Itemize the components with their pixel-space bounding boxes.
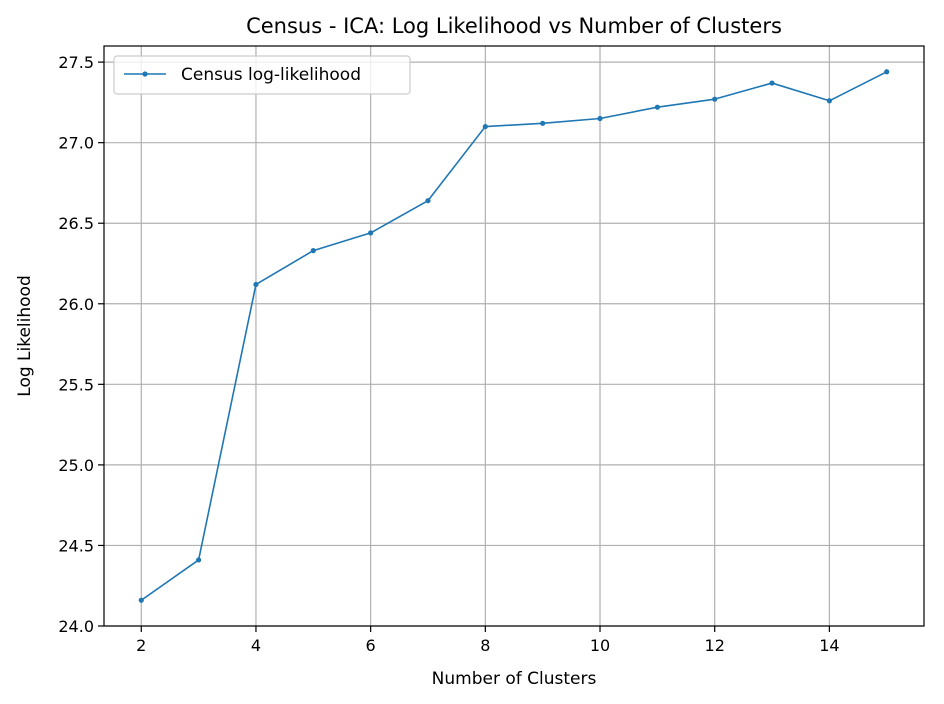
data-point bbox=[654, 104, 660, 110]
legend-box bbox=[113, 55, 411, 95]
data-point bbox=[425, 198, 431, 204]
y-tick-label: 26.0 bbox=[58, 295, 94, 314]
series-layer bbox=[138, 69, 890, 603]
x-tick-label: 2 bbox=[136, 636, 146, 655]
chart-title: Census - ICA: Log Likelihood vs Number o… bbox=[246, 14, 782, 38]
plot-frame bbox=[103, 45, 925, 627]
legend-entry-census-log-likelihood: Census log-likelihood bbox=[181, 65, 361, 85]
data-point bbox=[368, 230, 374, 236]
y-tick-label: 24.0 bbox=[58, 617, 94, 636]
x-tick-label: 8 bbox=[480, 636, 490, 655]
data-point bbox=[712, 96, 718, 102]
x-tick-label: 12 bbox=[705, 636, 725, 655]
data-point bbox=[540, 120, 546, 126]
axis-ticks: 2 4 6 8 10 12 14 24.0 24.5 25.0 25.5 26.0 26.5 27.0 27… bbox=[58, 53, 839, 655]
y-tick-label: 25.0 bbox=[58, 456, 94, 475]
y-axis-label: Log Likelihood bbox=[15, 275, 35, 396]
data-point bbox=[253, 281, 259, 288]
x-axis-label: Number of Clusters bbox=[432, 669, 597, 689]
data-point bbox=[884, 69, 890, 75]
x-tick-label: 4 bbox=[251, 636, 261, 655]
y-tick-label: 26.5 bbox=[58, 214, 94, 233]
data-point bbox=[310, 248, 316, 254]
legend-marker-swatch bbox=[142, 71, 148, 77]
data-point bbox=[482, 123, 488, 130]
legend: Census log-likelihood bbox=[113, 55, 411, 95]
y-tick-label: 24.5 bbox=[58, 536, 94, 555]
data-point bbox=[138, 597, 144, 603]
data-point bbox=[769, 80, 775, 86]
series-line-census-log-likelihood bbox=[140, 71, 888, 601]
x-tick-label: 6 bbox=[366, 636, 376, 655]
data-point bbox=[826, 98, 832, 104]
x-tick-label: 14 bbox=[819, 636, 839, 655]
data-point bbox=[597, 115, 603, 122]
y-tick-label: 27.0 bbox=[58, 134, 94, 153]
y-tick-label: 25.5 bbox=[58, 375, 94, 394]
y-tick-label: 27.5 bbox=[58, 53, 94, 72]
data-point bbox=[196, 557, 202, 563]
x-tick-label: 10 bbox=[590, 636, 610, 655]
